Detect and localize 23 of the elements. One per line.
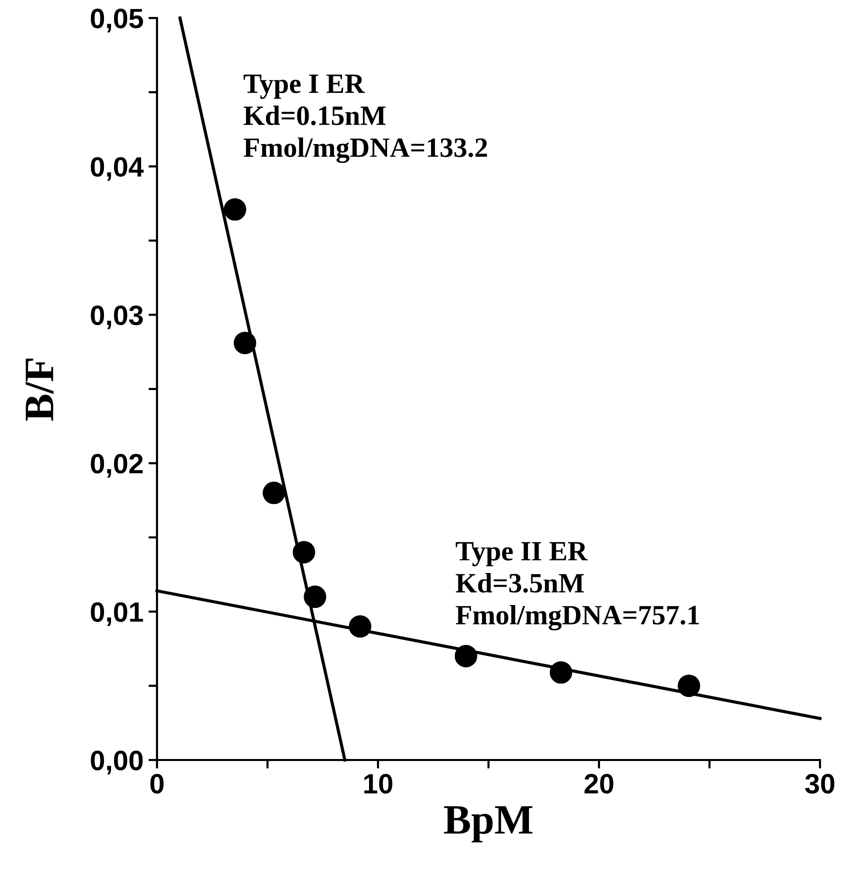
- y-tick-label: 0,05: [90, 8, 144, 32]
- annotation: Type I ER Kd=0.15nM Fmol/mgDNA=133.2: [244, 74, 487, 163]
- y-tick-label: 0,03: [90, 305, 143, 330]
- point: [348, 615, 372, 638]
- x-tick-label: 10: [364, 774, 392, 794]
- point: [304, 586, 326, 608]
- y-axis-title: B/F: [26, 358, 54, 421]
- y-tick-label: 0,01: [90, 602, 144, 626]
- y-tick-label: 0,02: [90, 454, 143, 478]
- point: [454, 644, 478, 668]
- point: [262, 482, 286, 504]
- x-axis-title: BpM: [444, 806, 532, 842]
- x-tick-label: 30: [805, 774, 834, 794]
- point: [292, 541, 316, 564]
- x-tick-label: 0: [150, 774, 164, 794]
- x-tick-label: 20: [584, 774, 614, 794]
- y-tick-label: 0,00: [90, 750, 143, 774]
- point: [234, 332, 256, 354]
- annotation: Type II ER Kd=3.5nM Fmol/mgDNA=757.1: [456, 542, 699, 630]
- y-tick-label: 0,04: [90, 157, 144, 181]
- point: [224, 198, 246, 221]
- point: [678, 674, 700, 698]
- point: [550, 661, 572, 684]
